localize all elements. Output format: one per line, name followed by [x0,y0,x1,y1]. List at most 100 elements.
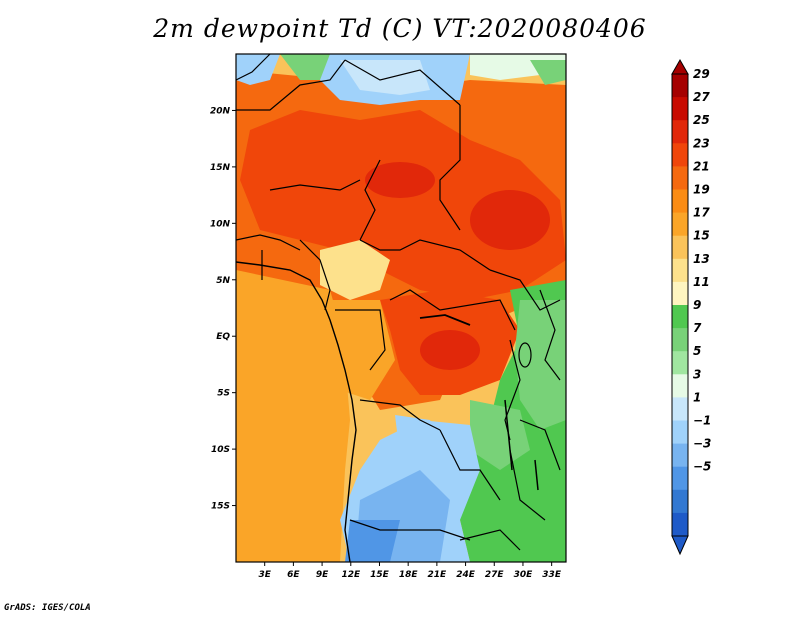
hot-core-sudan [470,190,550,250]
colorbar-swatch [672,74,688,98]
coastline [235,261,357,563]
hot-core-congo [420,330,480,370]
lake-tanganyika [504,399,513,471]
colorbar-label: 7 [693,321,702,335]
colorbar-swatch [672,351,688,375]
colorbar-label: 11 [693,275,710,289]
colorbar-label: 27 [693,90,710,104]
colorbar-top-arrow [671,58,689,75]
gabon-field [325,300,395,400]
lat-tick-label: 10S [211,445,230,455]
colorbar-label: −1 [693,414,711,428]
chart-title: 2m dewpoint Td (C) VT:2020080406 [153,14,647,43]
nile-field [530,60,566,85]
border-tanzania [519,419,561,471]
sahara-light-field [340,60,430,95]
border-chad-sudan [439,105,461,231]
colorbar-label: −5 [693,460,711,474]
nw-sahara-field [236,54,280,85]
colorbar-swatch [672,166,688,190]
colorbar-swatch [672,97,688,121]
border-drc-car [389,289,516,331]
lon-tick-label: 30E [514,570,534,580]
colorbar-label: 25 [693,113,710,127]
colorbar-swatch [672,489,688,514]
drc-south-field [395,415,440,445]
lon-tick-label: 21E [428,570,448,580]
lakes-field [515,300,566,430]
lon-tick-label: 12E [341,570,361,580]
border-uganda-kenya [539,289,561,381]
colorbar-swatch [672,466,688,491]
lake-victoria [518,342,532,368]
colorbar-label: 19 [693,183,710,197]
colorbar-swatch [672,143,688,167]
colorbar-label: 21 [693,159,710,173]
lat-tick-label: 15S [211,502,230,512]
border-zambia [439,429,501,501]
border-west-coast [236,234,301,251]
border-south-sudan [489,269,561,311]
border-nigeria-north [269,179,361,191]
colorbar-label: 9 [693,298,701,312]
colorbar-swatch [672,328,688,352]
colorbar-label: 17 [693,206,710,220]
lat-tick-label: 10N [210,219,231,229]
colorbar-swatch [672,512,688,537]
colorbar-swatch [672,281,688,306]
colorbar-label: −3 [693,437,711,451]
lon-tick-label: 33E [542,570,562,580]
colorbar-swatch [672,120,688,144]
colorbar: 29 27 25 23 21 19 17 15 13 11 9 7 5 3 1 −1 −3 −5 [671,58,711,556]
border-niger-libya [344,59,461,106]
colorbar-label: 5 [693,344,701,358]
lon-tick-label: 24E [456,570,476,580]
colorbar-swatch [672,397,688,421]
lat-tick-label: 15N [210,163,231,173]
colorbar-swatch [672,420,688,445]
border-niger-chad [359,159,381,241]
lake-malawi [534,459,539,491]
colorbar-label: 13 [693,252,710,266]
colorbar-label: 15 [693,229,710,243]
colorbar-swatch [672,189,688,214]
central-hot-field [240,110,566,300]
grads-credit: GrADS: IGES/COLA [4,603,91,613]
colorbar-label: 29 [693,67,710,81]
cameroon-field [320,240,390,300]
hot-core-chad [365,162,435,198]
colorbar-label: 23 [693,136,710,150]
congo-river [419,314,471,326]
colorbar-label: 1 [693,390,701,404]
dewpoint-field [236,54,566,562]
colorbar-swatch [672,443,688,468]
lat-tick-label: 20N [210,106,231,116]
colorbar-swatch [672,235,688,260]
lon-tick-label: 6E [287,570,300,580]
colorbar-swatch [672,374,688,398]
tanzania-field [470,400,530,470]
border-namibia [349,519,471,541]
lat-tick-label: 5S [217,389,230,399]
border-gabon [335,309,386,371]
longitude-ticks: 3E 6E 9E 12E 15E 18E 21E 24E 27E 30E 33E [258,562,562,580]
lon-tick-label: 15E [370,570,390,580]
lat-tick-label: EQ [216,332,230,342]
border-mali-algeria [236,59,346,111]
colorbar-outline [671,73,689,537]
latitude-ticks: 20N 15N 10N 5N EQ 5S 10S 15S [210,106,236,512]
lon-tick-label: 9E [316,570,329,580]
border-zimbabwe [459,529,521,551]
map-frame [235,53,567,563]
lon-tick-label: 3E [258,570,271,580]
colorbar-swatch [672,258,688,283]
colorbar-swatch [672,212,688,237]
border-nigeria-cameroon [299,239,331,311]
lon-tick-label: 18E [399,570,419,580]
colorbar-bottom-arrow [671,535,689,556]
border-drc-angola [359,399,441,431]
lon-tick-label: 27E [485,570,505,580]
colorbar-label: 3 [693,367,701,381]
lat-tick-label: 5N [216,276,230,286]
